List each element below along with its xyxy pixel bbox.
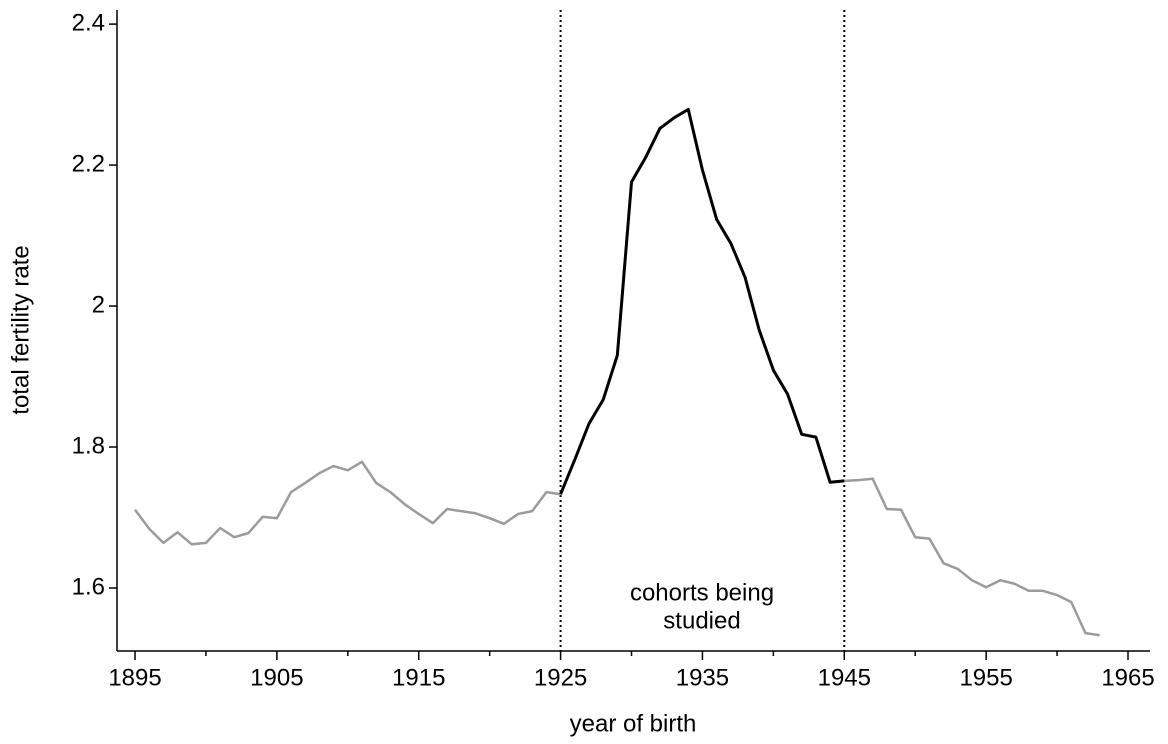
x-axis-label: year of birth [570,710,697,737]
x-tick-label: 1955 [959,664,1012,691]
x-tick-label: 1925 [534,664,587,691]
x-tick-label: 1965 [1101,664,1154,691]
y-axis-label: total fertility rate [7,245,34,414]
x-tick-label: 1945 [818,664,871,691]
y-tick-label: 2.4 [72,9,105,36]
y-tick-label: 1.6 [72,573,105,600]
x-tick-label: 1935 [676,664,729,691]
annotation: studied [663,607,740,634]
annotation: cohorts being [630,579,774,606]
x-tick-label: 1905 [250,664,303,691]
y-tick-label: 2.2 [72,150,105,177]
data-line [844,477,1100,637]
x-tick-label: 1895 [108,664,161,691]
y-tick-label: 2 [92,291,105,318]
y-tick-label: 1.8 [72,432,105,459]
data-line [559,107,845,495]
x-tick-label: 1915 [392,664,445,691]
data-line [134,460,561,546]
